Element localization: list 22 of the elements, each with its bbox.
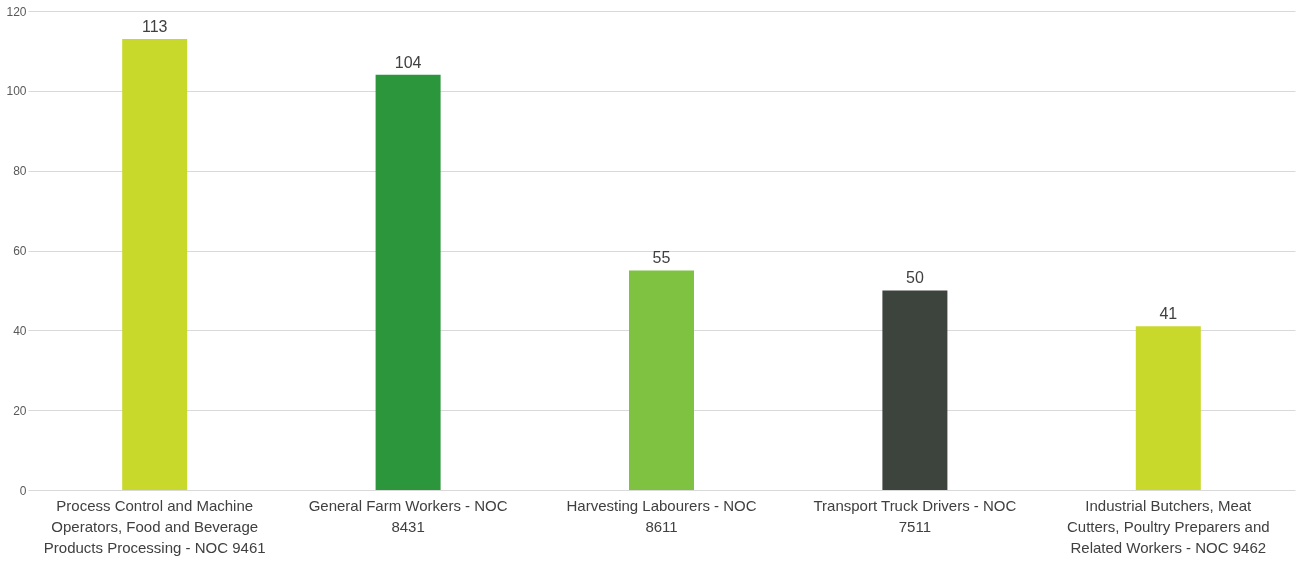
data-label: 55 [652,249,671,267]
bar [375,74,441,490]
y-tick-label: 120 [6,4,27,19]
x-tick-label: Harvesting Labourers - NOC 8611 [566,496,757,535]
x-tick-label: Transport Truck Drivers - NOC 7511 [813,496,1017,535]
data-label: 113 [141,17,168,35]
x-tick-label: Industrial Butchers, Meat Cutters, Poultry Preparers and Related Workers - NOC 9462 [1067,496,1270,556]
y-tick-label: 60 [13,244,27,258]
bar [122,38,188,490]
bar [882,290,948,490]
y-tick-label: 80 [13,164,27,179]
bar [1135,326,1201,490]
y-tick-label: 20 [13,403,27,418]
y-tick-label: 100 [6,84,27,99]
data-label: 104 [394,53,422,71]
y-tick-label: 0 [19,483,27,498]
data-label: 50 [906,269,924,287]
data-label: 41 [1159,305,1178,323]
bar [629,270,694,490]
x-tick-label: General Farm Workers - NOC 8431 [308,496,508,535]
x-tick-label: Process Control and Machine Operators, Food and Beverage Products Processing - NOC 9461 [43,496,266,556]
y-tick-label: 40 [13,323,27,338]
